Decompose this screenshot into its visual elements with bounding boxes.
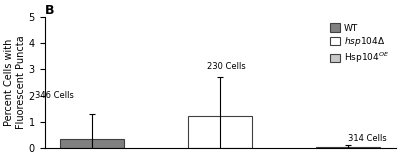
Text: 230 Cells: 230 Cells [207, 62, 246, 71]
Text: B: B [44, 4, 54, 17]
Bar [60, 139, 124, 148]
Text: 314 Cells: 314 Cells [348, 134, 387, 143]
Text: 346 Cells: 346 Cells [35, 91, 74, 100]
Bar [188, 116, 252, 148]
Legend: WT, $hsp104\Delta$, Hsp104$^{OE}$: WT, $hsp104\Delta$, Hsp104$^{OE}$ [328, 22, 391, 67]
Bar [316, 146, 380, 148]
Y-axis label: Percent Cells with
Fluorescent Puncta: Percent Cells with Fluorescent Puncta [4, 36, 26, 129]
